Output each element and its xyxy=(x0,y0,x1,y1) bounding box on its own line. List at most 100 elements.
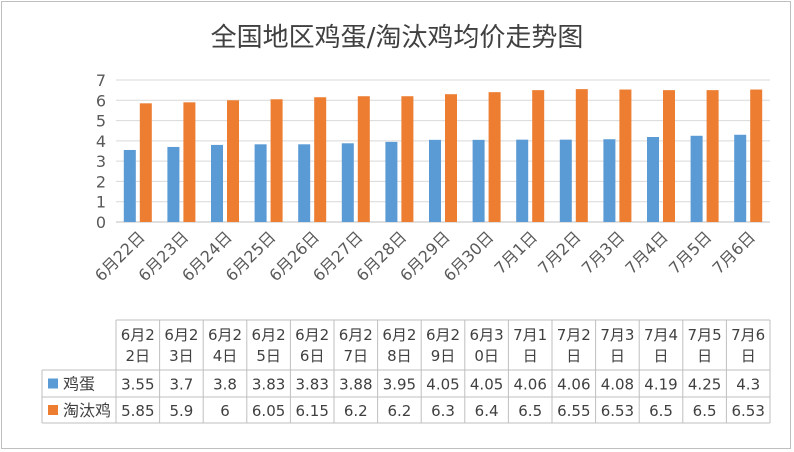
table-header-cell: 4日 xyxy=(213,347,238,365)
bar-culled-hen xyxy=(227,100,239,222)
table-header-cell: 日 xyxy=(697,347,712,365)
bar-egg xyxy=(516,139,529,222)
table-value-cell: 6.2 xyxy=(344,402,368,420)
bar-egg xyxy=(690,135,703,222)
table-header-cell: 2日 xyxy=(126,347,151,365)
table-header-cell: 3日 xyxy=(169,347,194,365)
bar-egg xyxy=(123,149,136,222)
table-value-cell: 4.19 xyxy=(644,376,677,394)
table-value-cell: 3.8 xyxy=(213,376,237,394)
table-value-cell: 6.2 xyxy=(387,402,411,420)
table-header-cell: 日 xyxy=(741,347,756,365)
bar-culled-hen xyxy=(139,103,152,222)
table-value-cell: 4.06 xyxy=(557,376,590,394)
table-header-cell: 6日 xyxy=(300,347,325,365)
bar-culled-hen xyxy=(357,96,370,222)
table-value-cell: 3.7 xyxy=(169,376,193,394)
table-value-cell: 3.55 xyxy=(121,376,154,394)
bar-egg xyxy=(734,134,747,222)
table-header-cell: 6月2 xyxy=(295,326,329,344)
x-tick-label: 7月1日 xyxy=(491,227,541,277)
table-header-cell: 6月2 xyxy=(339,326,373,344)
table-header-cell: 7月1 xyxy=(513,326,547,344)
table-header-cell: 7月5 xyxy=(688,326,722,344)
table-value-cell: 6.55 xyxy=(557,402,590,420)
bar-egg xyxy=(429,139,441,222)
table-value-cell: 4.25 xyxy=(688,376,721,394)
table-value-cell: 6.3 xyxy=(431,402,455,420)
table-value-cell: 6.15 xyxy=(295,402,328,420)
table-header-cell: 7月3 xyxy=(600,326,634,344)
table-value-cell: 3.95 xyxy=(383,376,416,394)
table-header-cell: 6月2 xyxy=(382,326,416,344)
table-header-cell: 6月2 xyxy=(121,326,155,344)
series-name: 鸡蛋 xyxy=(63,375,95,394)
bar-egg xyxy=(341,143,354,222)
table-header-cell: 0日 xyxy=(474,347,499,365)
bar-culled-hen xyxy=(619,89,632,222)
series-name: 淘汰鸡 xyxy=(63,401,111,420)
table-header-cell: 日 xyxy=(653,347,668,365)
table-value-cell: 3.88 xyxy=(339,376,372,394)
legend-key-egg xyxy=(48,378,58,389)
table-value-cell: 6 xyxy=(220,402,230,420)
table-value-cell: 4.08 xyxy=(601,376,634,394)
bar-egg xyxy=(298,144,311,222)
chart-title: 全国地区鸡蛋/淘汰鸡均价走势图 xyxy=(211,23,584,53)
legend-key-culled-hen xyxy=(48,405,58,415)
bar-culled-hen xyxy=(750,89,763,222)
table-value-cell: 6.05 xyxy=(252,402,285,420)
table-value-cell: 6.4 xyxy=(475,402,499,420)
bar-egg xyxy=(472,139,485,222)
bar-egg xyxy=(559,139,572,222)
table-value-cell: 6.53 xyxy=(731,402,764,420)
x-tick-label: 7月5日 xyxy=(665,227,715,277)
table-header-cell: 6月2 xyxy=(252,326,286,344)
table-header-cell: 5日 xyxy=(256,347,281,365)
table-value-cell: 4.05 xyxy=(470,376,503,394)
table-value-cell: 6.53 xyxy=(601,402,634,420)
bar-egg xyxy=(603,139,616,222)
bar-egg xyxy=(167,146,180,222)
table-value-cell: 4.3 xyxy=(736,376,760,394)
bar-culled-hen xyxy=(663,90,675,223)
table-header-cell: 日 xyxy=(523,347,538,365)
y-tick-label: 7 xyxy=(96,71,106,90)
bar-egg xyxy=(254,144,267,222)
table-header-cell: 日 xyxy=(566,347,581,365)
bar-culled-hen xyxy=(314,97,327,222)
bar-culled-hen xyxy=(401,96,414,222)
table-header-cell: 7月2 xyxy=(557,326,591,344)
table-header-cell: 6月2 xyxy=(208,326,242,344)
x-tick-label: 7月6日 xyxy=(709,227,759,277)
table-value-cell: 6.5 xyxy=(649,402,673,420)
table-header-cell: 7月6 xyxy=(731,326,765,344)
table-header-cell: 9日 xyxy=(431,347,456,365)
table-value-cell: 4.05 xyxy=(426,376,459,394)
y-tick-label: 4 xyxy=(96,132,106,151)
table-value-cell: 3.83 xyxy=(252,376,285,394)
bar-culled-hen xyxy=(706,90,719,223)
x-tick-label: 7月4日 xyxy=(621,227,671,277)
x-tick-label: 7月2日 xyxy=(534,227,584,277)
table-value-cell: 3.83 xyxy=(295,376,328,394)
table-value-cell: 4.06 xyxy=(513,376,546,394)
table-header-cell: 7日 xyxy=(344,347,369,365)
table-header-cell: 6月2 xyxy=(426,326,460,344)
table-value-cell: 6.5 xyxy=(693,402,717,420)
table-value-cell: 5.9 xyxy=(169,402,193,420)
bar-egg xyxy=(211,144,223,222)
table-header-cell: 日 xyxy=(610,347,625,365)
bar-culled-hen xyxy=(183,102,196,222)
y-tick-label: 3 xyxy=(96,152,106,171)
bar-culled-hen xyxy=(445,94,457,222)
table-header-cell: 7月4 xyxy=(644,326,678,344)
y-tick-label: 1 xyxy=(96,193,106,212)
table-value-cell: 6.5 xyxy=(518,402,542,420)
table-header-cell: 8日 xyxy=(387,347,412,365)
bar-culled-hen xyxy=(532,90,545,223)
table-value-cell: 5.85 xyxy=(121,402,154,420)
table-header-cell: 6月2 xyxy=(164,326,198,344)
